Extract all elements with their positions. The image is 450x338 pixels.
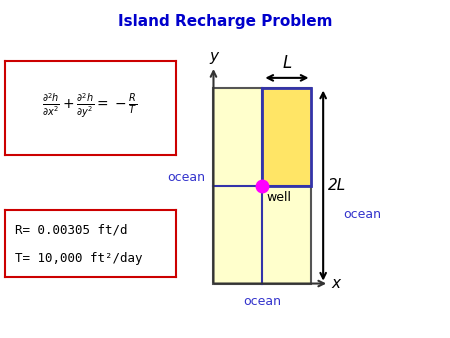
Text: ocean: ocean [243,295,281,308]
Text: ocean: ocean [168,171,206,184]
Text: $\frac{\partial^2 h}{\partial x^2} + \frac{\partial^2 h}{\partial y^2} = -\frac{: $\frac{\partial^2 h}{\partial x^2} + \fr… [42,92,138,120]
Text: y: y [209,49,218,64]
Text: x: x [331,276,340,291]
Text: 2L: 2L [328,178,346,193]
Text: R= 0.00305 ft/d: R= 0.00305 ft/d [15,223,127,236]
Text: L: L [282,54,292,72]
Text: Island Recharge Problem: Island Recharge Problem [118,14,332,28]
Text: well: well [266,192,291,204]
Bar [213,88,311,284]
Bar [262,88,311,186]
Text: ocean: ocean [343,209,381,221]
Text: T= 10,000 ft²/day: T= 10,000 ft²/day [15,252,142,265]
